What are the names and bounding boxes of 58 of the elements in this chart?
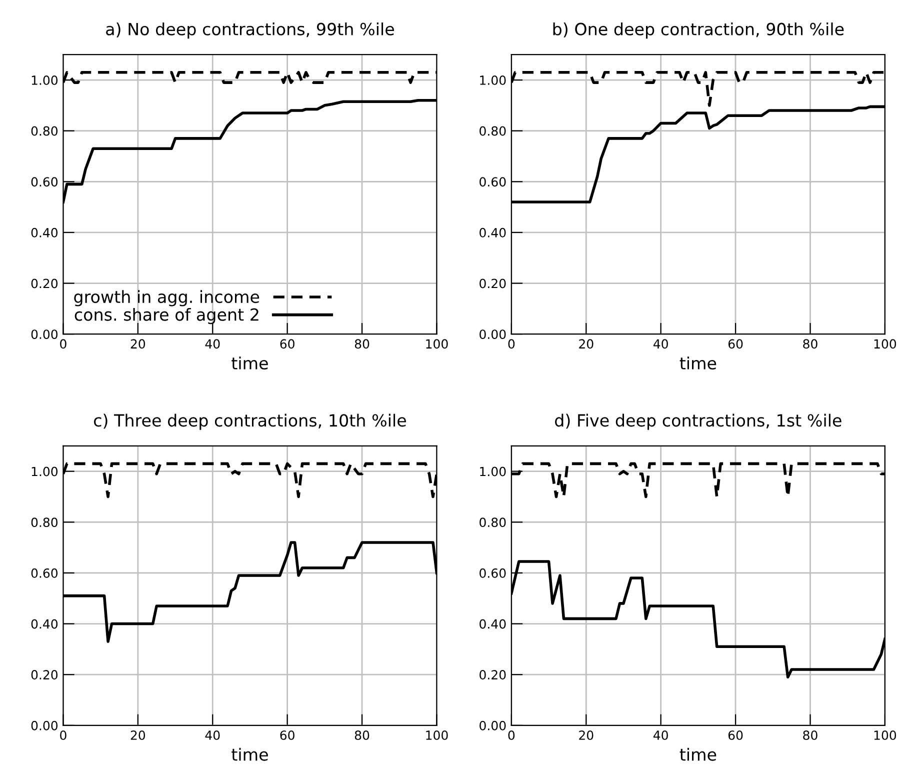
x-tick-label: 100 <box>426 730 448 740</box>
y-tick-label: 0.20 <box>31 278 58 288</box>
x-tick-label: 40 <box>205 339 220 349</box>
x-tick-label: 40 <box>653 339 668 349</box>
chart-title: b) One deep contraction, 90th %ile <box>553 22 844 39</box>
y-tick-label: 1.00 <box>480 75 506 85</box>
y-tick-label: 0.40 <box>480 619 506 629</box>
x-tick-label: 60 <box>280 730 294 740</box>
x-tick-label: 80 <box>354 730 370 740</box>
legend-label: cons. share of agent 2 <box>74 308 258 324</box>
x-tick-label: 40 <box>205 730 220 740</box>
x-tick-label: 60 <box>728 730 743 740</box>
y-tick-label: 0.40 <box>31 619 58 629</box>
y-tick-label: 0.20 <box>480 670 506 680</box>
x-tick-label: 80 <box>803 730 818 740</box>
x-tick-label: 0 <box>508 730 515 740</box>
y-tick-label: 0.40 <box>480 228 506 238</box>
x-tick-label: 0 <box>508 339 515 349</box>
x-tick-label: 80 <box>803 339 818 349</box>
y-tick-label: 0.20 <box>480 278 506 288</box>
y-tick-label: 0.40 <box>31 228 58 238</box>
y-tick-label: 0.80 <box>480 126 506 136</box>
y-tick-label: 0.20 <box>31 670 58 680</box>
y-tick-label: 1.00 <box>32 466 58 476</box>
y-tick-label: 0.60 <box>31 568 58 578</box>
y-tick-label: 1.00 <box>32 75 58 85</box>
chart-title: a) No deep contractions, 99th %ile <box>106 22 394 39</box>
x-axis-title: time <box>680 356 716 370</box>
y-tick-label: 0.00 <box>31 720 58 730</box>
y-tick-label: 0.00 <box>31 330 58 340</box>
x-tick-label: 20 <box>579 730 594 740</box>
x-tick-label: 20 <box>130 730 146 740</box>
x-tick-label: 20 <box>130 339 146 349</box>
y-tick-label: 1.00 <box>480 466 506 476</box>
x-axis-title: time <box>232 748 268 761</box>
chart-title: c) Three deep contractions, 10th %ile <box>94 414 406 430</box>
x-axis-title: time <box>680 748 716 761</box>
x-tick-label: 100 <box>874 339 896 349</box>
x-tick-label: 20 <box>579 339 594 349</box>
x-tick-label: 80 <box>354 339 370 349</box>
y-tick-label: 0.80 <box>31 126 58 136</box>
y-tick-label: 0.80 <box>480 518 506 528</box>
x-tick-label: 0 <box>60 730 66 740</box>
legend-label: growth in agg. income <box>74 290 260 306</box>
y-tick-label: 0.60 <box>31 177 58 187</box>
x-tick-label: 0 <box>60 339 66 349</box>
chart-title: d) Five deep contractions, 1st %ile <box>555 414 842 430</box>
x-tick-label: 60 <box>728 339 743 349</box>
x-tick-label: 100 <box>426 339 448 349</box>
y-tick-label: 0.60 <box>480 177 506 187</box>
y-tick-label: 0.60 <box>480 568 506 578</box>
y-tick-label: 0.80 <box>31 518 58 528</box>
y-tick-label: 0.00 <box>480 330 506 340</box>
x-tick-label: 60 <box>280 339 294 349</box>
x-axis-title: time <box>232 356 268 370</box>
x-tick-label: 40 <box>653 730 668 740</box>
x-tick-label: 100 <box>874 730 896 740</box>
y-tick-label: 0.00 <box>480 720 506 730</box>
